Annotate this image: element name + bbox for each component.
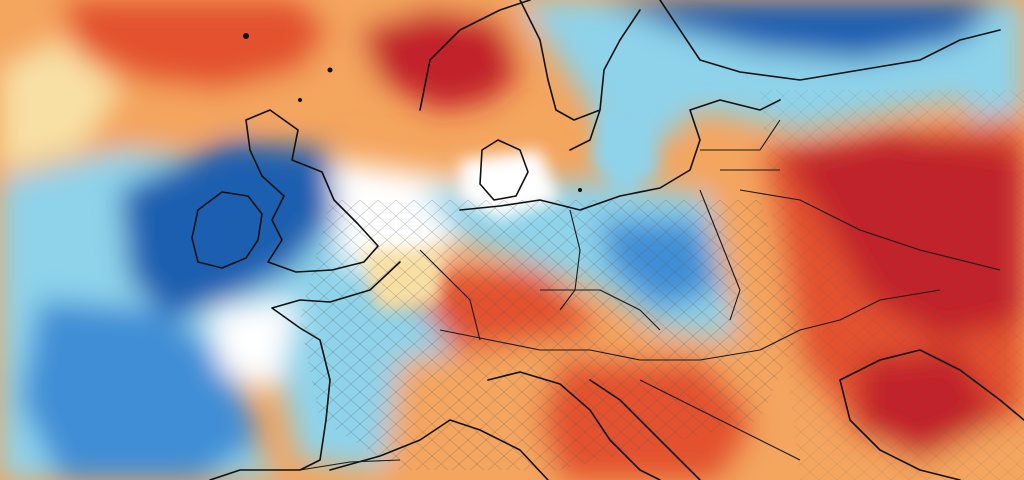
border-ukraine-belarus xyxy=(739,189,1001,271)
border-alps xyxy=(439,329,761,361)
coastline-black-sea xyxy=(839,349,1024,480)
anomaly-cold-biscay xyxy=(20,300,260,480)
border-poland-east xyxy=(699,189,741,321)
island-faroe xyxy=(243,33,249,39)
border-baltic-states xyxy=(700,119,781,171)
island-shetland xyxy=(327,67,333,73)
coastline-italy xyxy=(487,371,661,480)
border-germany-poland xyxy=(559,209,581,311)
admin-grid-central xyxy=(300,200,800,470)
coastline-mediterranean xyxy=(329,419,549,480)
coastline-denmark xyxy=(479,139,529,201)
island-bornholm xyxy=(578,188,582,192)
anomaly-very-hot-norway xyxy=(360,10,520,110)
coastline-ireland xyxy=(191,191,263,269)
border-spain-france xyxy=(299,459,401,471)
border-czech xyxy=(540,289,661,331)
border-balkans xyxy=(639,379,801,461)
national-borders xyxy=(299,119,1001,471)
admin-grid-east xyxy=(760,90,1024,480)
coastline-baltic xyxy=(459,99,781,211)
anomaly-very-cold-north xyxy=(600,0,1000,60)
coastline-adriatic xyxy=(589,379,701,480)
border-france-germany xyxy=(419,249,481,341)
coastline-scandinavia xyxy=(419,0,641,151)
border-ukraine-south xyxy=(759,289,941,351)
coastline-great-britain xyxy=(245,109,379,273)
admin-boundaries xyxy=(300,90,1024,480)
anomaly-very-cold-ireland xyxy=(120,140,340,320)
coastline-finland xyxy=(659,0,1001,81)
island-orkney xyxy=(298,98,302,102)
anomaly-hot-north-atlantic xyxy=(60,0,330,90)
anomaly-mild-iceland-gap xyxy=(0,40,120,170)
anomaly-cool-baltic-strip xyxy=(590,100,660,200)
islands xyxy=(243,33,582,192)
